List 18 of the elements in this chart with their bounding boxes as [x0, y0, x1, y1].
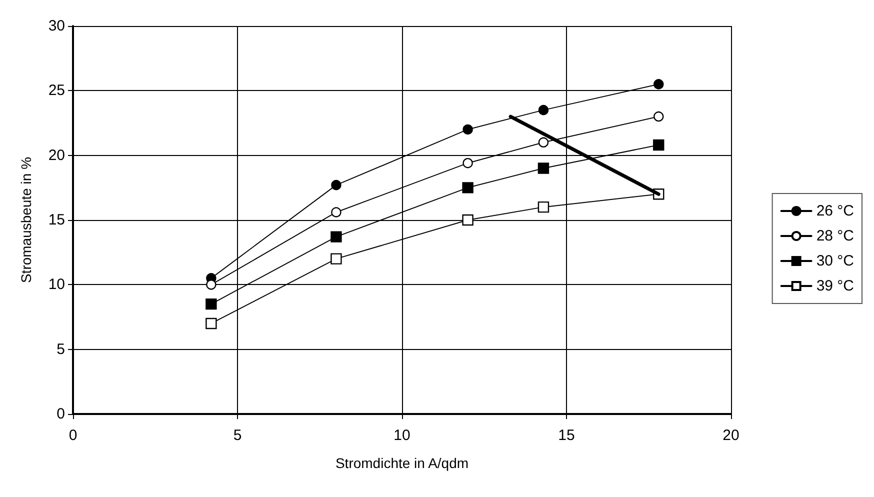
x-axis-title: Stromdichte in A/qdm: [335, 455, 469, 471]
legend-label: 30 °C: [816, 252, 854, 270]
y-tick-label: 15: [48, 212, 65, 228]
x-tick-label: 10: [394, 427, 410, 444]
legend-label: 26 °C: [816, 202, 854, 220]
y-tick-label: 20: [48, 146, 65, 164]
x-tick-label: 20: [722, 427, 740, 444]
x-tick-label: 15: [558, 427, 575, 444]
y-axis-title: Stromausbeute in %: [18, 156, 34, 284]
legend-label: 28 °C: [816, 228, 854, 244]
y-tick-label: 30: [48, 18, 65, 34]
y-tick-label: 0: [56, 406, 65, 422]
x-tick-label: 0: [68, 427, 78, 444]
y-tick-label: 5: [56, 340, 65, 358]
y-tick-label: 10: [48, 276, 65, 294]
y-tick-label: 25: [48, 82, 65, 100]
legend-label: 39 °C: [816, 278, 854, 294]
x-tick-label: 5: [233, 427, 242, 444]
